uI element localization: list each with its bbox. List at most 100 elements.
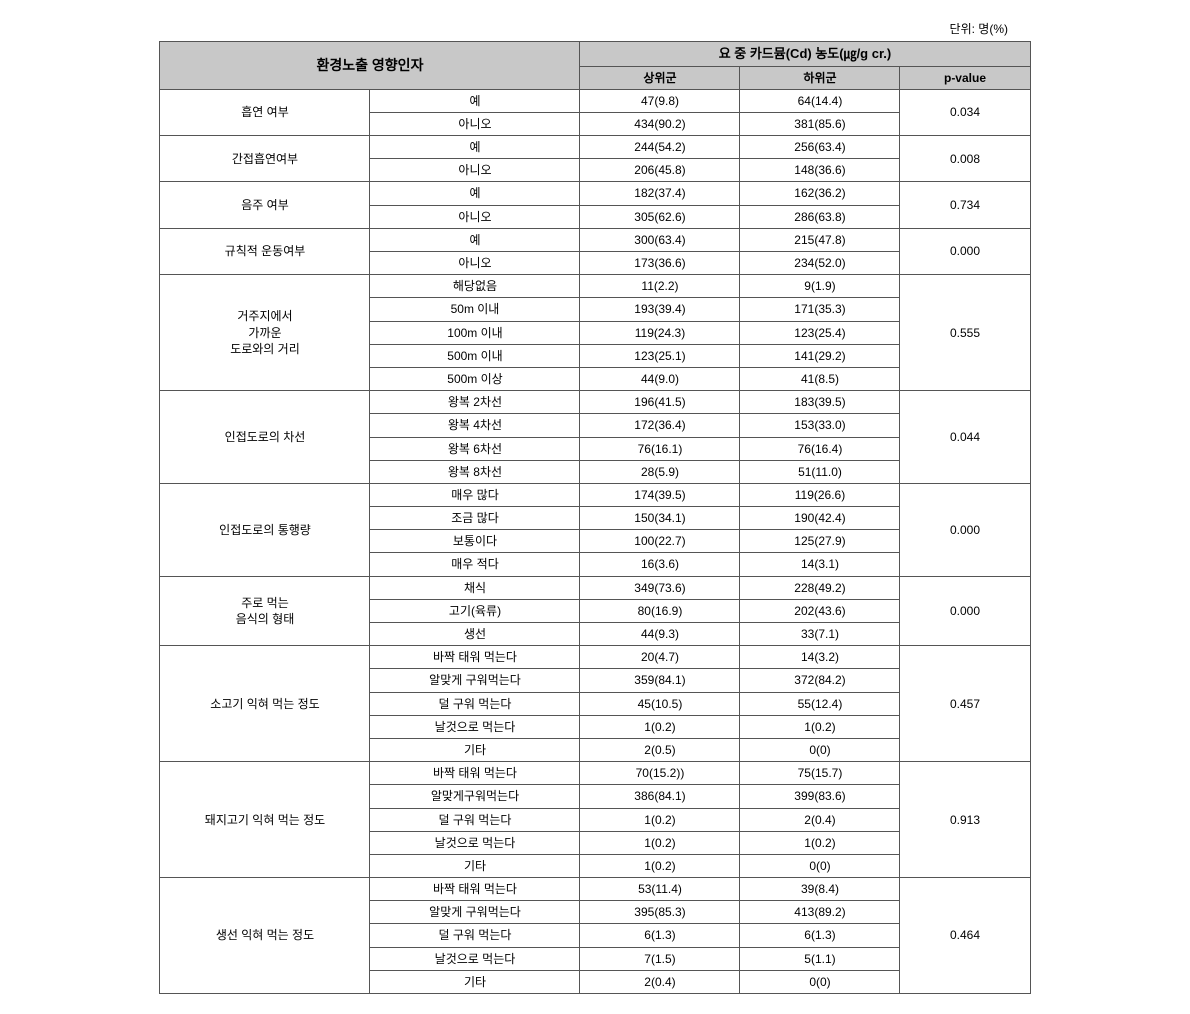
- subcategory-cell: 500m 이내: [370, 344, 580, 367]
- upper-cell: 119(24.3): [580, 321, 740, 344]
- upper-cell: 349(73.6): [580, 576, 740, 599]
- upper-cell: 47(9.8): [580, 89, 740, 112]
- pvalue-cell: 0.008: [900, 136, 1030, 182]
- factor-cell: 돼지고기 익혀 먹는 정도: [160, 762, 370, 878]
- pvalue-cell: 0.457: [900, 646, 1030, 762]
- subcategory-cell: 날것으로 먹는다: [370, 831, 580, 854]
- subcategory-cell: 50m 이내: [370, 298, 580, 321]
- upper-cell: 174(39.5): [580, 483, 740, 506]
- lower-cell: 1(0.2): [740, 831, 900, 854]
- subcategory-cell: 보통이다: [370, 530, 580, 553]
- upper-cell: 305(62.6): [580, 205, 740, 228]
- lower-cell: 234(52.0): [740, 252, 900, 275]
- upper-cell: 11(2.2): [580, 275, 740, 298]
- factor-cell: 흡연 여부: [160, 89, 370, 135]
- factor-cell: 거주지에서가까운도로와의 거리: [160, 275, 370, 391]
- upper-cell: 244(54.2): [580, 136, 740, 159]
- lower-cell: 399(83.6): [740, 785, 900, 808]
- upper-cell: 100(22.7): [580, 530, 740, 553]
- factor-cell: 간접흡연여부: [160, 136, 370, 182]
- pvalue-cell: 0.034: [900, 89, 1030, 135]
- cadmium-table: 환경노출 영향인자 요 중 카드뮴(Cd) 농도(㎍/g cr.) 상위군 하위…: [159, 41, 1030, 994]
- factor-cell: 생선 익혀 먹는 정도: [160, 878, 370, 994]
- table-body: 흡연 여부예47(9.8)64(14.4)0.034아니오434(90.2)38…: [160, 89, 1030, 993]
- subcategory-cell: 예: [370, 182, 580, 205]
- upper-cell: 182(37.4): [580, 182, 740, 205]
- lower-cell: 256(63.4): [740, 136, 900, 159]
- upper-cell: 70(15.2)): [580, 762, 740, 785]
- subcategory-cell: 날것으로 먹는다: [370, 947, 580, 970]
- upper-cell: 123(25.1): [580, 344, 740, 367]
- lower-cell: 125(27.9): [740, 530, 900, 553]
- factor-cell: 인접도로의 통행량: [160, 483, 370, 576]
- lower-cell: 215(47.8): [740, 228, 900, 251]
- subcategory-cell: 100m 이내: [370, 321, 580, 344]
- lower-cell: 190(42.4): [740, 507, 900, 530]
- pvalue-cell: 0.555: [900, 275, 1030, 391]
- upper-cell: 206(45.8): [580, 159, 740, 182]
- subcategory-cell: 해당없음: [370, 275, 580, 298]
- upper-cell: 1(0.2): [580, 715, 740, 738]
- upper-cell: 76(16.1): [580, 437, 740, 460]
- upper-cell: 44(9.3): [580, 623, 740, 646]
- upper-cell: 359(84.1): [580, 669, 740, 692]
- pvalue-cell: 0.000: [900, 483, 1030, 576]
- factor-cell: 규칙적 운동여부: [160, 228, 370, 274]
- lower-cell: 162(36.2): [740, 182, 900, 205]
- table-row: 거주지에서가까운도로와의 거리해당없음11(2.2)9(1.9)0.555: [160, 275, 1030, 298]
- upper-cell: 6(1.3): [580, 924, 740, 947]
- subcategory-cell: 왕복 2차선: [370, 391, 580, 414]
- subcategory-cell: 바짝 태워 먹는다: [370, 646, 580, 669]
- col-cadmium: 요 중 카드뮴(Cd) 농도(㎍/g cr.): [580, 42, 1030, 67]
- table-row: 주로 먹는음식의 형태채식349(73.6)228(49.2)0.000: [160, 576, 1030, 599]
- subcategory-cell: 조금 많다: [370, 507, 580, 530]
- lower-cell: 183(39.5): [740, 391, 900, 414]
- factor-cell: 음주 여부: [160, 182, 370, 228]
- pvalue-cell: 0.000: [900, 228, 1030, 274]
- upper-cell: 434(90.2): [580, 112, 740, 135]
- lower-cell: 33(7.1): [740, 623, 900, 646]
- upper-cell: 80(16.9): [580, 599, 740, 622]
- subcategory-cell: 기타: [370, 970, 580, 993]
- subcategory-cell: 아니오: [370, 205, 580, 228]
- pvalue-cell: 0.044: [900, 391, 1030, 484]
- lower-cell: 2(0.4): [740, 808, 900, 831]
- col-factor: 환경노출 영향인자: [160, 42, 580, 90]
- lower-cell: 202(43.6): [740, 599, 900, 622]
- lower-cell: 228(49.2): [740, 576, 900, 599]
- table-head: 환경노출 영향인자 요 중 카드뮴(Cd) 농도(㎍/g cr.) 상위군 하위…: [160, 42, 1030, 90]
- table-row: 돼지고기 익혀 먹는 정도바짝 태워 먹는다70(15.2))75(15.7)0…: [160, 762, 1030, 785]
- pvalue-cell: 0.913: [900, 762, 1030, 878]
- lower-cell: 9(1.9): [740, 275, 900, 298]
- subcategory-cell: 덜 구워 먹는다: [370, 692, 580, 715]
- lower-cell: 64(14.4): [740, 89, 900, 112]
- subcategory-cell: 기타: [370, 738, 580, 761]
- upper-cell: 196(41.5): [580, 391, 740, 414]
- unit-label: 단위: 명(%): [20, 20, 1170, 37]
- subcategory-cell: 알맞게구워먹는다: [370, 785, 580, 808]
- lower-cell: 51(11.0): [740, 460, 900, 483]
- subcategory-cell: 예: [370, 136, 580, 159]
- lower-cell: 381(85.6): [740, 112, 900, 135]
- upper-cell: 300(63.4): [580, 228, 740, 251]
- table-row: 규칙적 운동여부예300(63.4)215(47.8)0.000: [160, 228, 1030, 251]
- upper-cell: 44(9.0): [580, 367, 740, 390]
- subcategory-cell: 바짝 태워 먹는다: [370, 878, 580, 901]
- upper-cell: 7(1.5): [580, 947, 740, 970]
- pvalue-cell: 0.734: [900, 182, 1030, 228]
- upper-cell: 45(10.5): [580, 692, 740, 715]
- lower-cell: 5(1.1): [740, 947, 900, 970]
- table-row: 흡연 여부예47(9.8)64(14.4)0.034: [160, 89, 1030, 112]
- lower-cell: 119(26.6): [740, 483, 900, 506]
- upper-cell: 1(0.2): [580, 831, 740, 854]
- subcategory-cell: 예: [370, 228, 580, 251]
- subcategory-cell: 알맞게 구워먹는다: [370, 901, 580, 924]
- lower-cell: 55(12.4): [740, 692, 900, 715]
- table-row: 음주 여부예182(37.4)162(36.2)0.734: [160, 182, 1030, 205]
- subcategory-cell: 생선: [370, 623, 580, 646]
- subcategory-cell: 매우 많다: [370, 483, 580, 506]
- lower-cell: 6(1.3): [740, 924, 900, 947]
- lower-cell: 0(0): [740, 738, 900, 761]
- pvalue-cell: 0.464: [900, 878, 1030, 994]
- lower-cell: 153(33.0): [740, 414, 900, 437]
